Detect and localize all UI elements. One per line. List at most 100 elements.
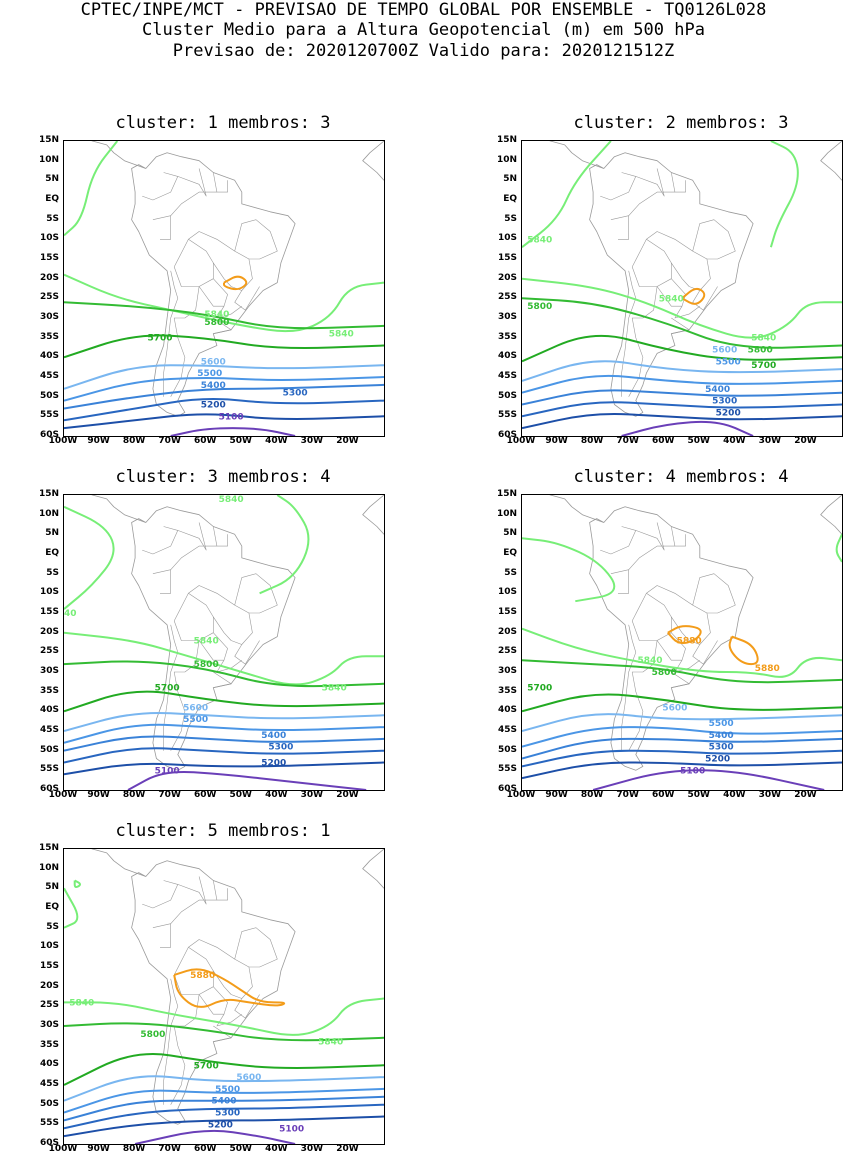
lon-tick-label: 50W [229, 1144, 252, 1154]
country-border [170, 286, 200, 397]
lat-tick-label: EQ [503, 548, 517, 558]
country-border [213, 172, 228, 193]
contour-label: 5840 [194, 637, 219, 647]
country-border [170, 640, 200, 751]
contour-label: 5300 [712, 397, 737, 407]
coastline [91, 141, 146, 169]
panel-title: cluster: 4 membros: 4 [573, 467, 789, 487]
panel-title: cluster: 3 membros: 4 [115, 467, 331, 487]
contour-line [835, 533, 842, 563]
contour-line [64, 1022, 384, 1042]
contour-line [64, 364, 384, 390]
panel-title: cluster: 1 membros: 3 [115, 113, 331, 133]
lon-tick-label: 30W [300, 436, 324, 446]
lat-tick-label: 50S [39, 1098, 59, 1109]
country-border [692, 573, 736, 614]
lat-tick-label: 40S [497, 351, 517, 362]
contour-label: 5880 [190, 971, 215, 981]
lat-tick-label: 5N [503, 528, 517, 539]
contour-label: 5880 [677, 637, 702, 647]
contour-line [522, 726, 842, 748]
contour-line [64, 273, 384, 333]
lat-tick-label: 5N [503, 174, 517, 185]
contour-label: 5800 [748, 346, 773, 356]
contour-line [134, 1129, 296, 1144]
lon-tick-label: 90W [545, 436, 568, 446]
lat-tick-label: 35S [497, 331, 517, 342]
country-border [177, 168, 207, 197]
country-border [177, 876, 207, 905]
contour-label: 5200 [201, 401, 226, 411]
country-border [234, 927, 278, 968]
coastline [91, 495, 146, 523]
contour-line [681, 287, 706, 305]
lat-tick-label: 35S [39, 331, 59, 342]
lon-tick-label: 40W [723, 436, 746, 446]
lat-tick-label: 15S [497, 607, 517, 617]
lat-tick-label: 50S [497, 390, 517, 401]
lon-tick-label: 100W [506, 790, 536, 800]
coastline [131, 860, 296, 1125]
contour-line [64, 747, 384, 764]
lat-tick-label: 45S [497, 725, 517, 735]
contour-label: 5300 [709, 743, 734, 753]
coastline [131, 152, 296, 417]
country-border [213, 526, 228, 547]
lat-tick-label: 55S [497, 764, 517, 775]
lat-tick-label: 30S [39, 312, 59, 322]
contour-line [64, 1087, 384, 1114]
lat-tick-label: 60S [39, 784, 59, 794]
contour-label: 5400 [261, 731, 286, 741]
lat-tick-label: 30S [497, 312, 517, 322]
contour-line [64, 660, 384, 688]
contour-line [64, 301, 384, 330]
lat-tick-label: 10N [38, 862, 59, 873]
contour-label: 5200 [716, 408, 741, 418]
lat-tick-label: 30S [497, 666, 517, 676]
contour-label: 5700 [751, 361, 776, 371]
contour-line [64, 334, 384, 359]
contour-line [64, 383, 384, 410]
lat-tick-label: 15N [38, 843, 59, 853]
contour-line [522, 334, 842, 363]
lat-tick-label: 60S [39, 430, 59, 440]
contour-line [592, 769, 825, 790]
lat-tick-label: 55S [497, 410, 517, 421]
panel-title: cluster: 5 membros: 1 [115, 821, 331, 841]
country-border [671, 172, 686, 193]
contour-label: 5800 [527, 302, 552, 312]
coastline [362, 141, 384, 181]
lon-tick-label: 100W [506, 436, 536, 446]
contour-line [64, 690, 384, 713]
contour-label: 5840 [751, 334, 776, 344]
country-border [170, 191, 217, 216]
contour-line [64, 1095, 384, 1122]
contour-label: 5800 [652, 668, 677, 678]
contour-line [667, 625, 702, 645]
coastline [820, 495, 842, 535]
lat-tick-label: 15S [39, 253, 59, 263]
lat-tick-label: 60S [497, 430, 517, 440]
contour-line [64, 711, 384, 732]
lat-tick-label: 15N [496, 489, 517, 499]
header-line-1: CPTEC/INPE/MCT - PREVISAO DE TEMPO GLOBA… [80, 0, 767, 20]
lon-tick-label: 20W [336, 436, 359, 446]
contour-line [64, 761, 384, 776]
lon-tick-label: 60W [651, 436, 675, 446]
contour-line [522, 277, 842, 339]
country-border [646, 231, 711, 291]
lat-tick-label: 10N [496, 508, 517, 519]
country-border [600, 526, 637, 555]
country-border [692, 286, 718, 311]
contour-label: 5400 [211, 1097, 236, 1107]
country-border [173, 947, 214, 995]
panel-title: cluster: 2 membros: 3 [573, 113, 789, 133]
contour-label: 5100 [279, 1124, 304, 1134]
contour-label: 5700 [194, 1061, 219, 1071]
country-border [234, 286, 260, 311]
lat-tick-label: 10N [38, 154, 59, 165]
lon-tick-label: 40W [265, 1144, 288, 1154]
country-border [234, 994, 260, 1019]
lat-tick-label: 10S [39, 233, 59, 244]
lat-tick-label: 40S [39, 351, 59, 362]
